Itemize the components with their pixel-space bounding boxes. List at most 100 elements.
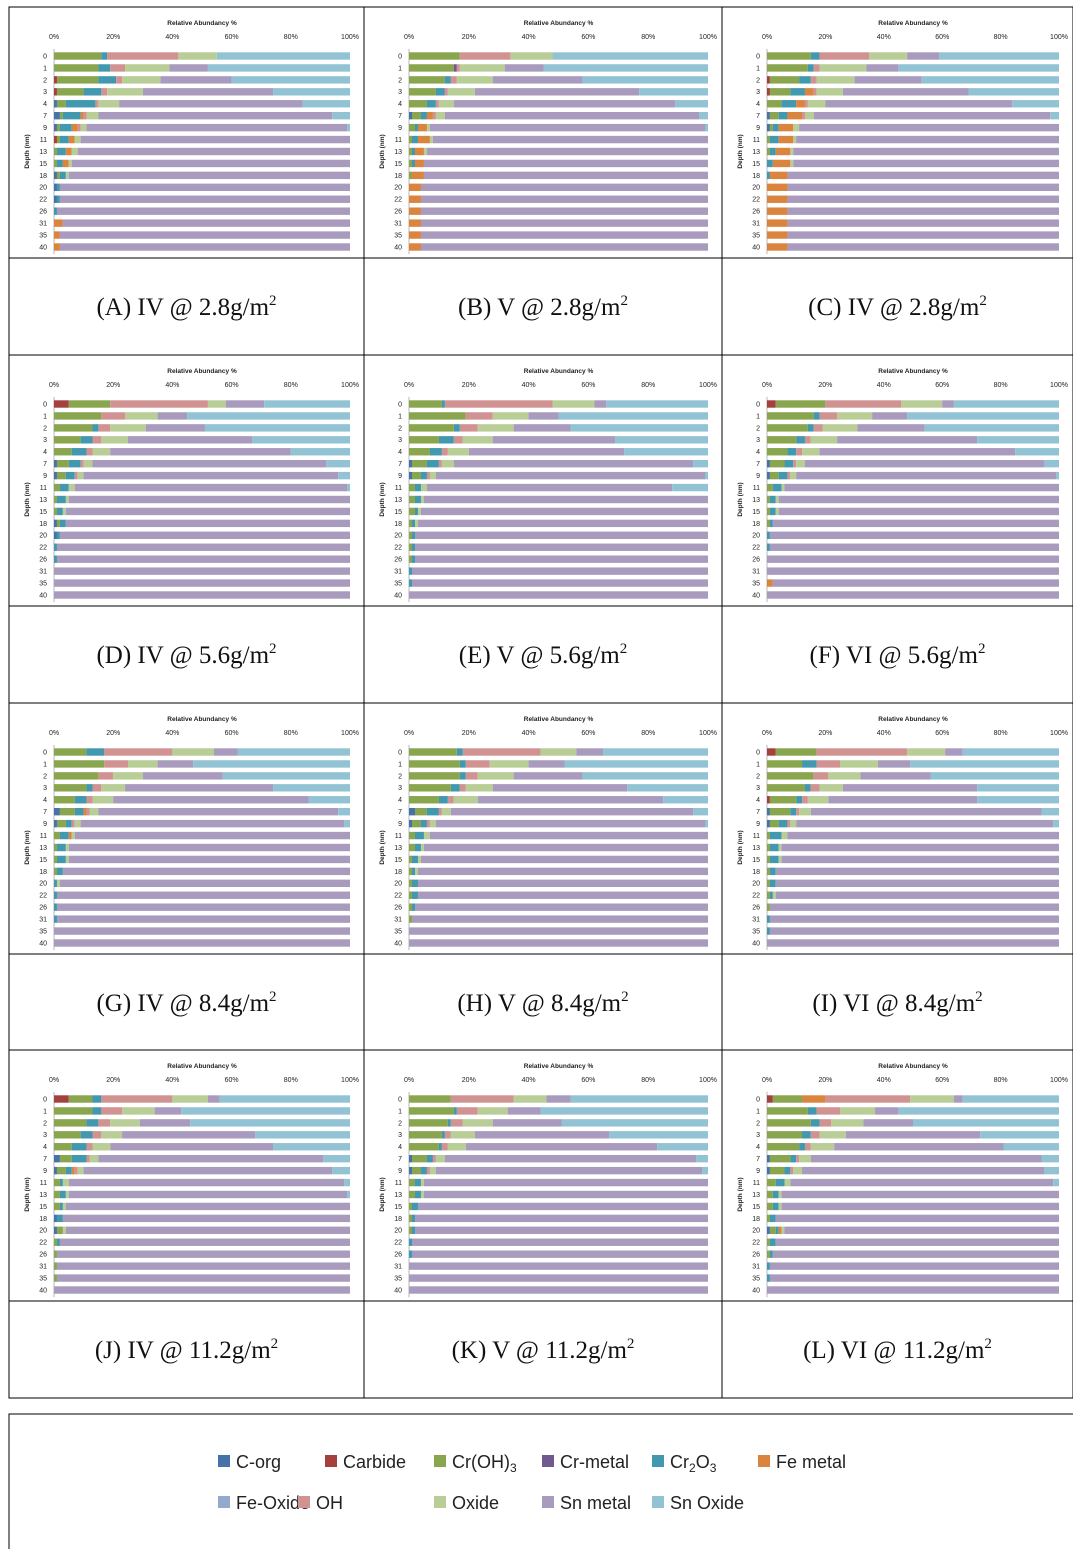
depth-tick-label: 9 bbox=[398, 473, 402, 480]
depth-tick-label: 3 bbox=[43, 437, 47, 444]
x-tick-label: 60% bbox=[935, 1077, 949, 1084]
depth-tick-label: 22 bbox=[394, 545, 402, 552]
bar-segment-sn-metal bbox=[68, 855, 351, 864]
bar-segment-cr-oh-3 bbox=[409, 507, 415, 516]
y-axis-title: Depth (nm) bbox=[24, 134, 31, 168]
bar-segment-cr2o3 bbox=[769, 855, 779, 864]
depth-tick-label: 1 bbox=[398, 1108, 402, 1115]
bar-segment-sn-metal bbox=[77, 147, 351, 156]
bar-segment-cr2o3 bbox=[92, 424, 99, 432]
bar-segment-oxide bbox=[840, 1107, 876, 1115]
bar-segment-carbide bbox=[767, 796, 770, 804]
bar-segment-oxide bbox=[477, 424, 514, 432]
x-tick-label: 100% bbox=[1050, 1077, 1068, 1084]
bar-segment-sn-oxide bbox=[1003, 1143, 1059, 1151]
bar-segment-cr2o3 bbox=[787, 448, 797, 456]
bar-segment-sn-metal bbox=[474, 88, 640, 96]
depth-tick-label: 31 bbox=[752, 221, 760, 228]
bar-segment-sn-metal bbox=[423, 171, 708, 180]
bar-segment-oxide bbox=[429, 1166, 436, 1175]
bar-segment-oxide bbox=[101, 784, 126, 792]
bar-segment-oh bbox=[819, 52, 870, 60]
y-axis-title: Depth (nm) bbox=[379, 134, 386, 168]
bar-segment-oh bbox=[459, 52, 511, 60]
bar-segment-sn-metal bbox=[65, 1226, 350, 1235]
bar-segment-cr2o3 bbox=[56, 507, 63, 516]
bar-segment-cr-oh-3 bbox=[767, 135, 770, 144]
depth-tick-label: 40 bbox=[39, 244, 47, 251]
bar-segment-cr2o3 bbox=[426, 1154, 433, 1163]
bar-segment-cr2o3 bbox=[772, 483, 782, 492]
depth-tick-label: 9 bbox=[43, 1168, 47, 1175]
bar-segment-fe-metal bbox=[778, 1226, 782, 1235]
depth-tick-label: 35 bbox=[752, 232, 760, 239]
depth-tick-label: 22 bbox=[752, 1240, 760, 1247]
bar-segment-cr-oh-3 bbox=[68, 1095, 93, 1103]
bar-segment-cr-oh-3 bbox=[767, 772, 814, 780]
bar-segment-sn-metal bbox=[453, 459, 694, 468]
bar-segment-sn-oxide bbox=[696, 1154, 708, 1163]
bar-segment-sn-metal bbox=[68, 1190, 348, 1199]
bar-segment-cr-oh-3 bbox=[59, 111, 63, 120]
bar-segment-cr2o3 bbox=[56, 843, 66, 852]
depth-tick-label: 35 bbox=[752, 580, 760, 587]
bar-segment-sn-metal bbox=[775, 879, 1059, 888]
depth-tick-label: 1 bbox=[756, 413, 760, 420]
x-axis-title: Relative Abundancy % bbox=[878, 1063, 948, 1070]
bar-segment-oxide bbox=[98, 100, 120, 108]
caption-cell-border bbox=[8, 605, 365, 704]
depth-tick-label: 40 bbox=[394, 1287, 402, 1294]
depth-tick-label: 3 bbox=[43, 89, 47, 96]
bar-segment-cr2o3 bbox=[411, 903, 415, 911]
bar-segment-oxide bbox=[441, 807, 451, 816]
bar-segment-oxide bbox=[489, 760, 529, 768]
bar-segment-sn-metal bbox=[83, 471, 339, 480]
panel-caption: (I) VI @ 8.4g/m2 bbox=[812, 989, 982, 1017]
chart-cell-border bbox=[8, 354, 365, 607]
x-tick-label: 80% bbox=[284, 382, 298, 389]
depth-tick-label: 35 bbox=[394, 580, 402, 587]
bar-segment-fe-metal bbox=[787, 111, 803, 120]
bar-segment-c-org bbox=[409, 807, 415, 816]
x-tick-label: 60% bbox=[225, 1077, 239, 1084]
bar-segment-fe-metal bbox=[767, 183, 788, 192]
bar-segment-fe-metal bbox=[62, 159, 69, 168]
bar-segment-cr-oh-3 bbox=[409, 1119, 448, 1127]
bar-segment-sn-metal bbox=[56, 1250, 351, 1258]
depth-tick-label: 2 bbox=[398, 1120, 402, 1127]
bar-segment-c-org bbox=[54, 807, 60, 816]
legend-item-fe-metal: Fe metal bbox=[758, 1452, 846, 1472]
bar-segment-sn-oxide bbox=[980, 1131, 1059, 1139]
bar-segment-oxide bbox=[441, 459, 454, 468]
bar-segment-cr-oh-3 bbox=[54, 495, 57, 504]
bar-segment-oh bbox=[444, 88, 448, 96]
bar-segment-oxide bbox=[92, 1143, 111, 1151]
bar-segment-cr2o3 bbox=[444, 76, 451, 84]
bar-segment-oxide bbox=[802, 448, 820, 456]
depth-tick-label: 13 bbox=[394, 1192, 402, 1199]
bar-segment-sn-metal bbox=[513, 772, 583, 780]
depth-tick-label: 7 bbox=[398, 461, 402, 468]
bar-segment-oxide bbox=[77, 471, 84, 480]
bar-segment-oh bbox=[83, 111, 87, 120]
depth-tick-label: 40 bbox=[39, 940, 47, 947]
bar-segment-sn-metal bbox=[414, 1214, 708, 1223]
bar-segment-cr2o3 bbox=[59, 1178, 63, 1187]
bar-segment-cr2o3 bbox=[769, 843, 779, 852]
bar-segment-cr-oh-3 bbox=[769, 807, 791, 816]
bar-segment-cr2o3 bbox=[420, 471, 427, 480]
x-axis-title: Relative Abundancy % bbox=[524, 1063, 594, 1070]
bar-segment-sn-metal bbox=[781, 1202, 1059, 1211]
bar-segment-oxide bbox=[831, 1119, 864, 1127]
bar-segment-sn-oxide bbox=[1044, 459, 1059, 468]
depth-tick-label: 40 bbox=[752, 1287, 760, 1294]
bar-segment-fe-metal bbox=[409, 183, 421, 192]
x-tick-label: 40% bbox=[522, 730, 536, 737]
bar-segment-sn-metal bbox=[417, 879, 708, 888]
bar-segment-sn-oxide bbox=[1041, 1154, 1059, 1163]
depth-tick-label: 7 bbox=[398, 113, 402, 120]
bar-segment-cr-oh-3 bbox=[56, 459, 69, 468]
depth-tick-label: 13 bbox=[39, 845, 47, 852]
bar-segment-cr2o3 bbox=[453, 424, 460, 432]
bar-segment-sn-oxide bbox=[627, 784, 708, 792]
